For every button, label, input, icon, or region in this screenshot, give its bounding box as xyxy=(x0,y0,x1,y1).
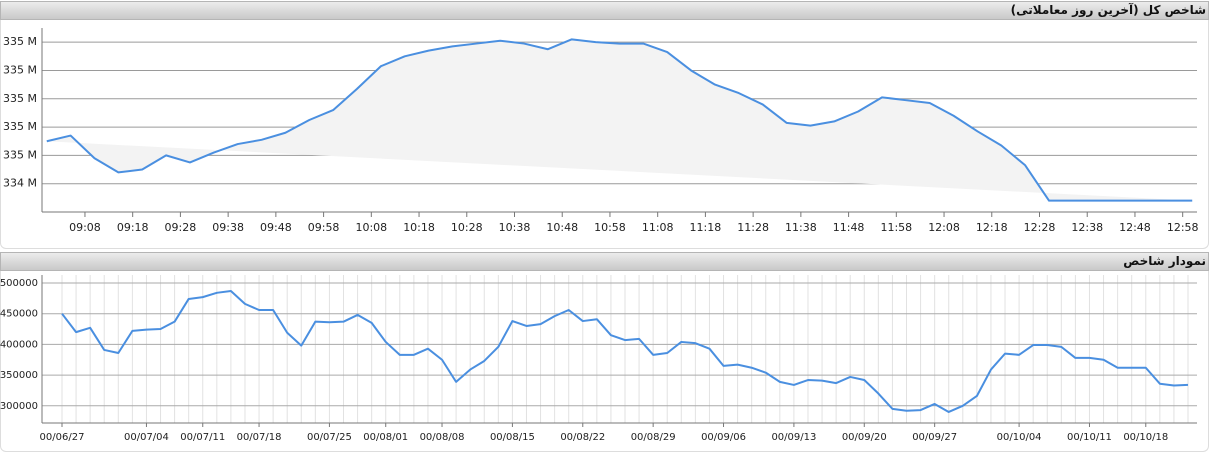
x-tick-label: 11:58 xyxy=(880,221,912,234)
x-tick-label: 00/08/22 xyxy=(560,432,605,443)
x-tick-label: 09:38 xyxy=(212,221,244,234)
line xyxy=(61,289,1189,413)
x-tick-label: 10:18 xyxy=(403,221,435,234)
x-tick-label: 12:48 xyxy=(1119,221,1151,234)
x-tick-label: 00/08/15 xyxy=(490,432,535,443)
y-tick-label: 1350000 xyxy=(0,370,38,381)
panel-header: شاخص کل (آخرین روز معاملاتی) xyxy=(0,1,1209,20)
y-tick-label: 1500000 xyxy=(0,278,38,289)
x-tick-label: 00/10/11 xyxy=(1067,432,1112,443)
x-tick-label: 00/07/11 xyxy=(180,432,225,443)
x-tick-label: 00/06/27 xyxy=(40,432,85,443)
x-tick-label: 12:58 xyxy=(1167,221,1199,234)
y-tick-label: 1400000 xyxy=(0,339,38,350)
x-tick-label: 00/09/27 xyxy=(912,432,957,443)
y-tick-label: 335 M xyxy=(3,35,37,48)
line xyxy=(46,38,1193,202)
x-tick-label: 12:08 xyxy=(928,221,960,234)
x-tick-label: 00/07/18 xyxy=(237,432,282,443)
x-tick-label: 12:28 xyxy=(1024,221,1056,234)
chart-intraday: 335 M 335 M 335 M 335 M 335 M 334 M 09:08 09:18… xyxy=(3,28,1199,234)
y-tick-label: 335 M xyxy=(3,92,37,105)
x-tick-label: 10:48 xyxy=(546,221,578,234)
y-tick-label: 335 M xyxy=(3,120,37,133)
x-tick-label: 00/07/25 xyxy=(307,432,352,443)
y-tick-label: 1300000 xyxy=(0,401,38,412)
x-tick-label: 09:08 xyxy=(69,221,101,234)
y-tick-label: 335 M xyxy=(3,148,37,161)
x-tick-label: 09:28 xyxy=(165,221,197,234)
x-tick-label: 10:28 xyxy=(451,221,483,234)
panel-header: نمودار شاخص xyxy=(0,252,1209,271)
x-tick-label: 11:28 xyxy=(737,221,769,234)
x-tick-label: 00/07/04 xyxy=(124,432,169,443)
x-tick-label: 00/09/20 xyxy=(842,432,887,443)
x-tick-label: 10:58 xyxy=(594,221,626,234)
x-tick-label: 00/09/13 xyxy=(771,432,816,443)
x-tick-label: 00/10/18 xyxy=(1123,432,1168,443)
y-tick-label: 1450000 xyxy=(0,309,38,320)
x-tick-label: 00/09/06 xyxy=(701,432,746,443)
x-tick-label: 11:08 xyxy=(642,221,674,234)
y-tick-label: 334 M xyxy=(3,177,37,190)
x-tick-label: 00/08/08 xyxy=(420,432,465,443)
x-tick-label: 10:38 xyxy=(499,221,531,234)
x-tick-label: 11:38 xyxy=(785,221,817,234)
x-tick-label: 00/10/04 xyxy=(997,432,1042,443)
x-tick-label: 11:18 xyxy=(690,221,722,234)
x-tick-label: 00/08/29 xyxy=(631,432,676,443)
chart-history: 1500000 1450000 1400000 1350000 1300000 00/06… xyxy=(0,275,1197,443)
x-tick-label: 09:18 xyxy=(117,221,149,234)
x-tick-label: 10:08 xyxy=(355,221,387,234)
x-tick-label: 12:18 xyxy=(976,221,1008,234)
x-tick-label: 11:48 xyxy=(833,221,865,234)
x-tick-label: 00/08/01 xyxy=(363,432,408,443)
x-tick-label: 09:58 xyxy=(308,221,340,234)
y-tick-label: 335 M xyxy=(3,63,37,76)
area xyxy=(46,39,1193,201)
x-tick-label: 12:38 xyxy=(1071,221,1103,234)
x-tick-label: 09:48 xyxy=(260,221,292,234)
